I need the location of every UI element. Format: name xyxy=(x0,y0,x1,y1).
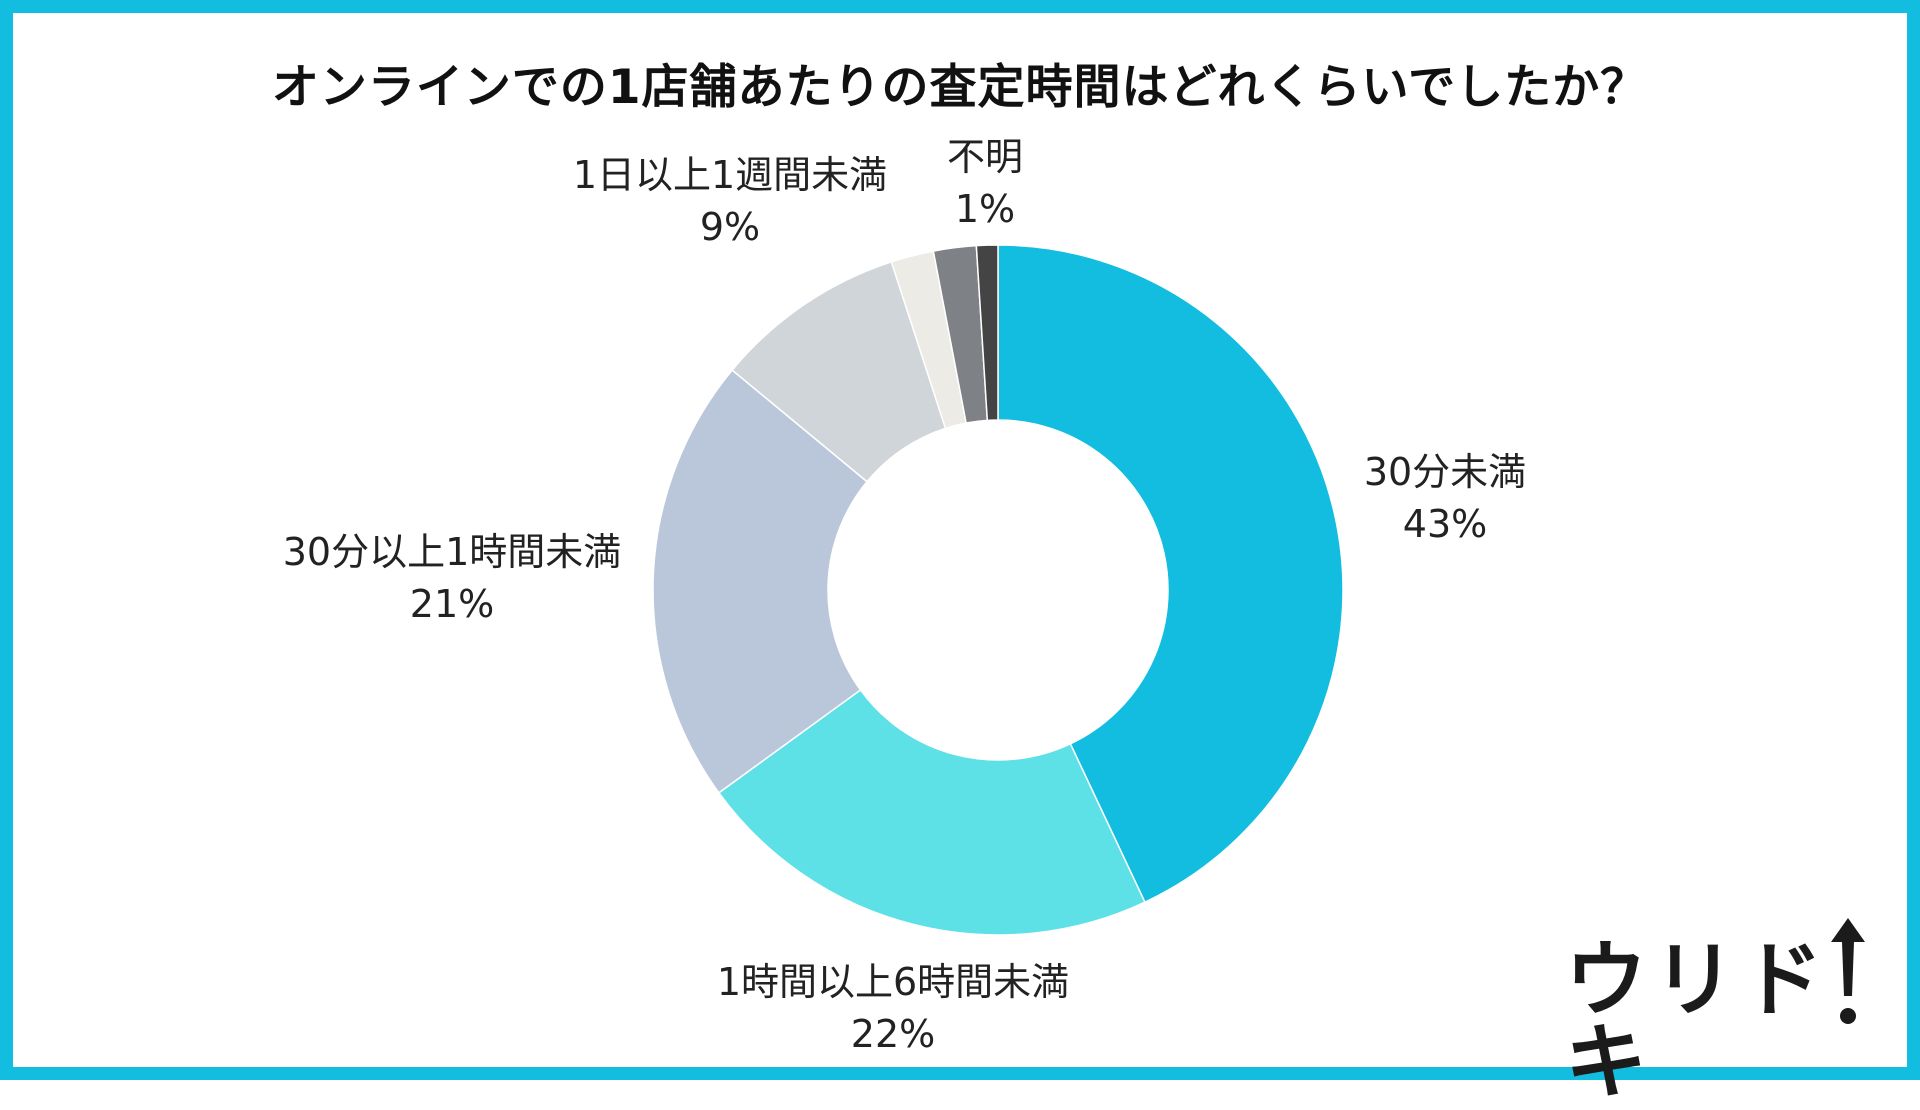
exclamation-arrow-icon xyxy=(1831,918,1865,1024)
slice-category-label: 30分以上1時間未満 xyxy=(283,530,622,574)
slice-category-label: 不明 xyxy=(947,135,1023,179)
donut-slice xyxy=(997,244,1344,904)
chart-title: オンラインでの1店舗あたりの査定時間はどれくらいでしたか？ xyxy=(271,60,1649,115)
slice-value-label: 1% xyxy=(955,187,1015,231)
slice-value-label: 9% xyxy=(700,205,760,249)
slice-category-label: 1日以上1週間未満 xyxy=(573,153,887,197)
slice-category-label: 1時間以上6時間未満 xyxy=(717,960,1069,1004)
slice-value-label: 22% xyxy=(851,1012,935,1056)
labels-group: 30分未満 43% 1時間以上6時間未満 22% 30分以上1時間未満 21% 1日以上1週… xyxy=(283,135,1526,1056)
donut-slice xyxy=(975,244,999,422)
uridoki-logo: ウリドキ xyxy=(1565,918,1885,1104)
donut-slice xyxy=(652,369,869,794)
slices-group xyxy=(652,244,1344,936)
slice-value-label: 21% xyxy=(410,582,494,626)
slice-value-label: 43% xyxy=(1403,502,1487,546)
donut-chart: 30分未満 43% 1時間以上6時間未満 22% 30分以上1時間未満 21% 1日以上1週… xyxy=(283,135,1526,1056)
donut-slice xyxy=(717,688,1146,936)
slice-category-label: 30分未満 xyxy=(1364,450,1526,494)
